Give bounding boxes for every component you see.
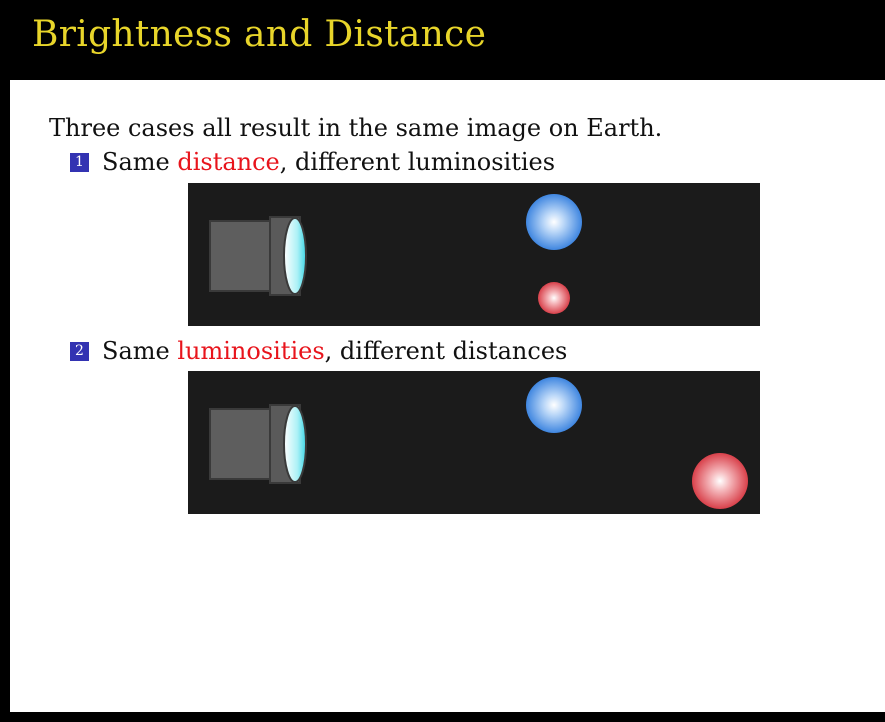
- item-number-badge: 2: [70, 341, 89, 361]
- item-highlight: luminosities: [177, 337, 325, 365]
- same-luminosity-diagram: [188, 371, 760, 514]
- item-number-badge: 1: [70, 152, 89, 172]
- item-prefix: Same: [102, 148, 178, 176]
- item-highlight: distance: [177, 148, 280, 176]
- slide-title: Brightness and Distance: [32, 14, 487, 55]
- slide-header: Brightness and Distance: [0, 0, 885, 80]
- list-item-1: 1 Same distance, different luminosities: [70, 148, 555, 176]
- list-item-2: 2 Same luminosities, different distances: [70, 337, 567, 365]
- red-star-large-icon: [692, 453, 748, 509]
- item-prefix: Same: [102, 337, 178, 365]
- slide-body: Three cases all result in the same image…: [10, 80, 885, 712]
- item-suffix: , different luminosities: [279, 148, 556, 176]
- blue-star-icon: [526, 377, 582, 433]
- same-distance-diagram: [188, 183, 760, 326]
- telescope-icon: [209, 404, 307, 484]
- red-star-small-icon: [538, 282, 570, 314]
- item-suffix: , different distances: [324, 337, 568, 365]
- blue-star-icon: [526, 194, 582, 250]
- intro-text: Three cases all result in the same image…: [49, 114, 663, 142]
- slide-footer: [0, 712, 885, 722]
- telescope-icon: [209, 216, 307, 296]
